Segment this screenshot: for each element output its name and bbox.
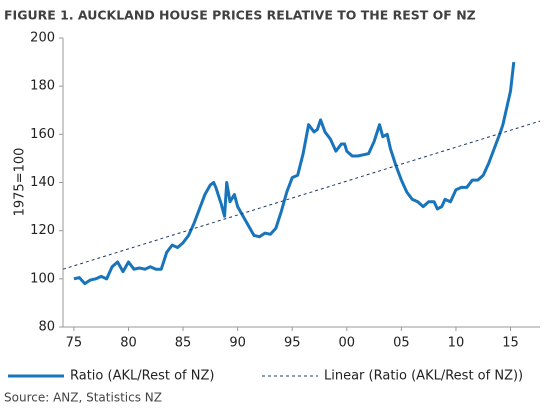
x-tick-label: 85 — [175, 336, 192, 351]
y-tick-label: 120 — [30, 223, 55, 238]
x-tick-label: 05 — [393, 336, 410, 351]
y-tick-label: 180 — [30, 79, 55, 94]
trend-line — [62, 120, 541, 270]
x-tick-label: 90 — [229, 336, 246, 351]
x-tick-label: 95 — [284, 336, 301, 351]
data-line — [73, 61, 516, 286]
y-tick-label: 100 — [30, 271, 55, 286]
legend-label: Linear (Ratio (AKL/Rest of NZ)) — [324, 369, 523, 384]
x-tick-label: 10 — [448, 336, 465, 351]
y-tick-label: 200 — [30, 31, 55, 46]
y-tick-label: 160 — [30, 127, 55, 142]
x-tick-label: 75 — [66, 336, 83, 351]
x-tick-label: 00 — [339, 336, 356, 351]
chart-title: FIGURE 1. AUCKLAND HOUSE PRICES RELATIVE… — [4, 8, 476, 23]
x-tick-label: 15 — [502, 336, 519, 351]
y-axis-label: 1975=100 — [13, 148, 28, 217]
x-tick-label: 80 — [120, 336, 137, 351]
source: Source: ANZ, Statistics NZ — [4, 391, 162, 405]
legend-label: Ratio (AKL/Rest of NZ) — [70, 369, 214, 384]
y-tick-label: 140 — [30, 175, 55, 190]
y-tick-label: 80 — [38, 320, 55, 335]
